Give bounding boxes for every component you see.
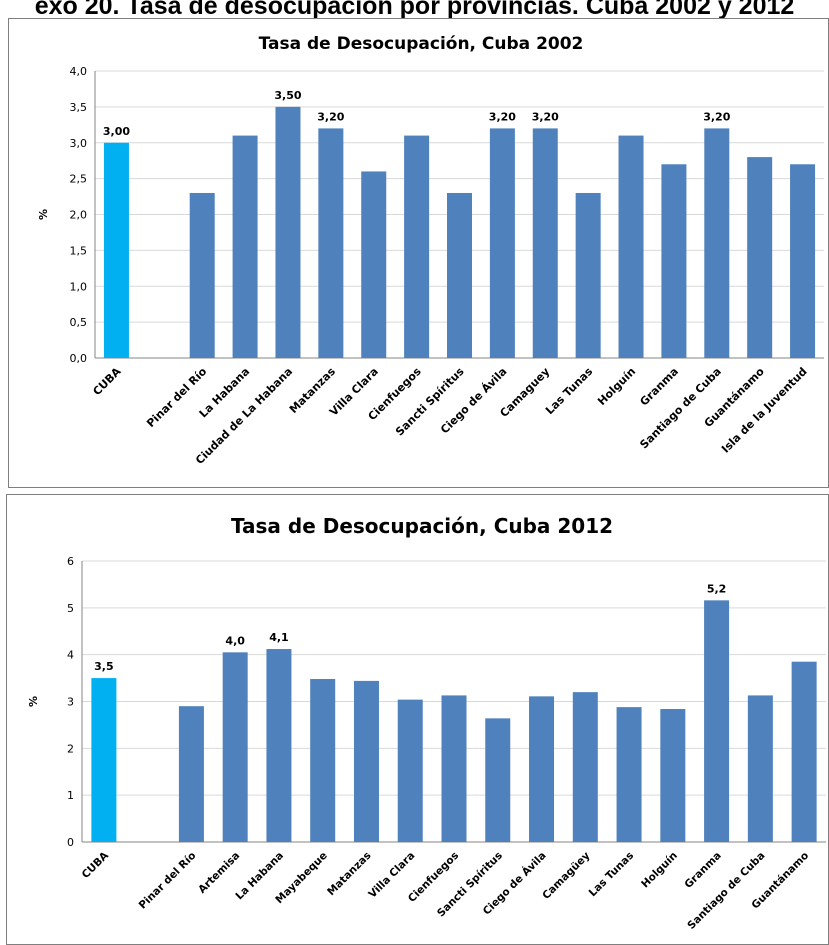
data-label: 3,5: [94, 660, 114, 673]
y-tick-label: 3: [67, 696, 74, 709]
category-label: Santiago de Cuba: [685, 850, 767, 932]
y-axis-label: %: [27, 696, 40, 707]
category-label: Isla de la Juventud: [719, 365, 810, 456]
category-label: Granma: [637, 365, 681, 409]
bar-las-tunas: [616, 707, 642, 842]
bar-holguín: [618, 135, 644, 358]
y-tick-label: 0: [67, 836, 74, 849]
bar-camagüey: [572, 692, 598, 842]
y-tick-label: 2: [67, 742, 74, 755]
page-heading-text: exo 20. Tasa de desocupación por provinc…: [34, 0, 795, 20]
chart-2002: Tasa de Desocupación, Cuba 2002% 0,0 0,5 1,…: [37, 34, 824, 467]
bar-artemisa: [222, 652, 248, 842]
y-tick-label: 0,0: [70, 352, 88, 365]
y-tick-label: 3,5: [70, 101, 88, 114]
category-label: Pinar del Río: [137, 850, 199, 912]
category-label: CUBA: [80, 849, 112, 881]
y-tick-label: 1,0: [70, 280, 88, 293]
category-label: Santiago de Cuba: [637, 365, 723, 451]
category-label: Las Tunas: [543, 365, 595, 417]
bar-la-habana: [232, 135, 258, 358]
bar-pinar-del-río: [189, 192, 215, 358]
bar-sancti-spíritus: [447, 192, 472, 358]
category-label: Holguín: [595, 365, 638, 408]
category-label: Las Tunas: [587, 850, 636, 899]
chart-panel-2012: Tasa de Desocupación, Cuba 2012% 0 1 2 3 4 5 6 3…: [6, 494, 829, 945]
category-label: Granma: [682, 850, 723, 891]
data-label: 3,20: [489, 110, 516, 123]
bar-matanzas: [353, 680, 379, 842]
category-label: Holguín: [639, 850, 680, 891]
bar-granma: [704, 600, 730, 842]
bar-ciego-de-ávila: [489, 128, 515, 358]
bar-mayabeque: [310, 679, 336, 842]
bar-matanzas: [318, 128, 344, 358]
y-tick-label: 4: [67, 649, 74, 662]
category-label: Pinar del Río: [144, 365, 209, 430]
chart-panel-2002: Tasa de Desocupación, Cuba 2002% 0,0 0,5 1,…: [8, 18, 829, 488]
category-label: Artemisa: [196, 850, 242, 896]
category-label: CUBA: [90, 365, 124, 399]
bar-las-tunas: [575, 192, 601, 358]
bar-cienfuegos: [404, 135, 430, 358]
bar-camaguey: [532, 128, 558, 358]
data-label: 3,50: [274, 89, 301, 102]
data-label: 4,0: [225, 634, 245, 647]
y-tick-label: 4,0: [70, 65, 88, 78]
bar-santiago-de-cuba: [704, 128, 730, 358]
bar-cuba: [103, 142, 129, 358]
bar-sancti-spíritus: [485, 718, 511, 842]
data-label: 4,1: [269, 631, 289, 644]
bar-la-habana: [266, 649, 292, 842]
chart-title: Tasa de Desocupación, Cuba 2002: [259, 34, 584, 54]
y-axis-label: %: [37, 209, 50, 220]
bar-isla-de-la-juventud: [790, 164, 816, 358]
y-tick-label: 5: [67, 602, 74, 615]
y-tick-label: 2,5: [70, 173, 88, 186]
bar-ciego-de-ávila: [529, 696, 555, 842]
chart-2012: Tasa de Desocupación, Cuba 2012% 0 1 2 3 4 5 6 3…: [27, 514, 826, 932]
y-tick-label: 0,5: [70, 316, 88, 329]
page-heading: exo 20. Tasa de desocupación por provinc…: [0, 0, 829, 21]
bar-cienfuegos: [441, 695, 467, 842]
bar-pinar-del-río: [178, 706, 204, 842]
bar-cuba: [91, 678, 117, 842]
bar-santiago-de-cuba: [747, 695, 773, 842]
bar-villa-clara: [361, 171, 387, 358]
y-tick-label: 3,0: [70, 137, 88, 150]
y-tick-label: 2,0: [70, 209, 88, 222]
chart-title: Tasa de Desocupación, Cuba 2012: [231, 514, 613, 538]
category-label: Camagüey: [540, 850, 592, 902]
data-label: 3,20: [532, 110, 559, 123]
y-tick-label: 1: [67, 789, 74, 802]
y-tick-label: 6: [67, 555, 74, 568]
bar-holguín: [660, 708, 686, 842]
y-tick-label: 1,5: [70, 244, 88, 257]
bar-guantánamo: [791, 661, 817, 842]
data-label: 3,20: [703, 110, 730, 123]
bar-guantánamo: [747, 157, 773, 358]
data-label: 3,00: [103, 125, 130, 138]
data-label: 5,2: [707, 582, 727, 595]
bar-ciudad-de-la-habana: [275, 106, 301, 358]
bar-granma: [661, 164, 687, 358]
data-label: 3,20: [317, 110, 344, 123]
bar-villa-clara: [397, 699, 423, 842]
